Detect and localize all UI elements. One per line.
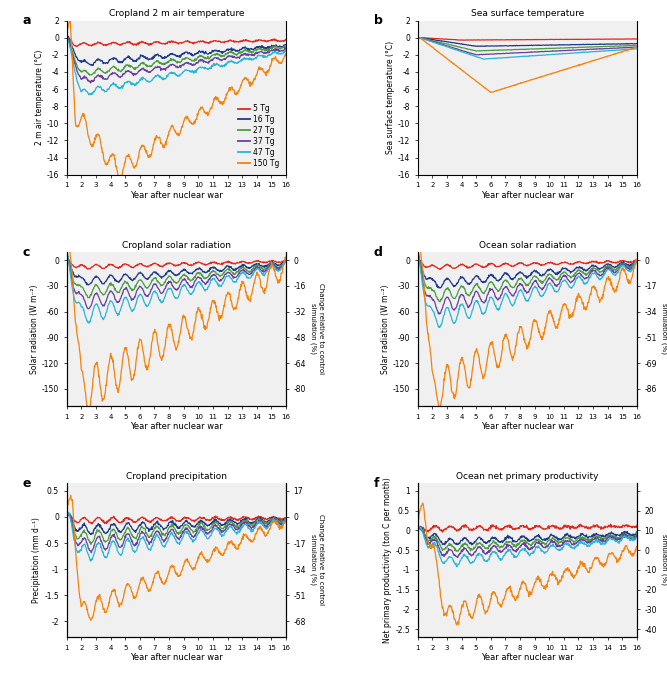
X-axis label: Year after nuclear war: Year after nuclear war [130,653,223,662]
Y-axis label: Precipitation (mm d⁻¹): Precipitation (mm d⁻¹) [33,517,41,603]
X-axis label: Year after nuclear war: Year after nuclear war [130,422,223,432]
X-axis label: Year after nuclear war: Year after nuclear war [481,653,574,662]
Text: a: a [23,14,31,27]
Text: f: f [374,477,380,490]
Y-axis label: 2 m air temperature (°C): 2 m air temperature (°C) [35,50,44,145]
Title: Cropland solar radiation: Cropland solar radiation [122,240,231,249]
Title: Ocean solar radiation: Ocean solar radiation [479,240,576,249]
Y-axis label: Sea surface temperature (°C): Sea surface temperature (°C) [386,41,395,154]
Y-axis label: Net primary productivity (ton C per month): Net primary productivity (ton C per mont… [384,477,392,643]
X-axis label: Year after nuclear war: Year after nuclear war [130,191,223,200]
Title: Sea surface temperature: Sea surface temperature [471,10,584,18]
Text: e: e [23,477,31,490]
Y-axis label: Solar radiation (W m⁻²): Solar radiation (W m⁻²) [30,284,39,373]
X-axis label: Year after nuclear war: Year after nuclear war [481,422,574,432]
Title: Cropland 2 m air temperature: Cropland 2 m air temperature [109,10,244,18]
Y-axis label: Change relative to control
simulation (%): Change relative to control simulation (%… [310,283,324,375]
Y-axis label: Change relative to control
simulation (%): Change relative to control simulation (%… [661,514,667,606]
Title: Ocean net primary productivity: Ocean net primary productivity [456,472,598,481]
Legend: 5 Tg, 16 Tg, 27 Tg, 37 Tg, 47 Tg, 150 Tg: 5 Tg, 16 Tg, 27 Tg, 37 Tg, 47 Tg, 150 Tg [235,101,282,171]
Y-axis label: Solar radiation (W m⁻²): Solar radiation (W m⁻²) [381,284,390,373]
Text: d: d [374,245,383,258]
Text: c: c [23,245,30,258]
Y-axis label: Change relative to control
simulation (%): Change relative to control simulation (%… [661,283,667,375]
Y-axis label: Change relative to control
simulation (%): Change relative to control simulation (%… [310,514,324,606]
X-axis label: Year after nuclear war: Year after nuclear war [481,191,574,200]
Text: b: b [374,14,383,27]
Title: Cropland precipitation: Cropland precipitation [126,472,227,481]
